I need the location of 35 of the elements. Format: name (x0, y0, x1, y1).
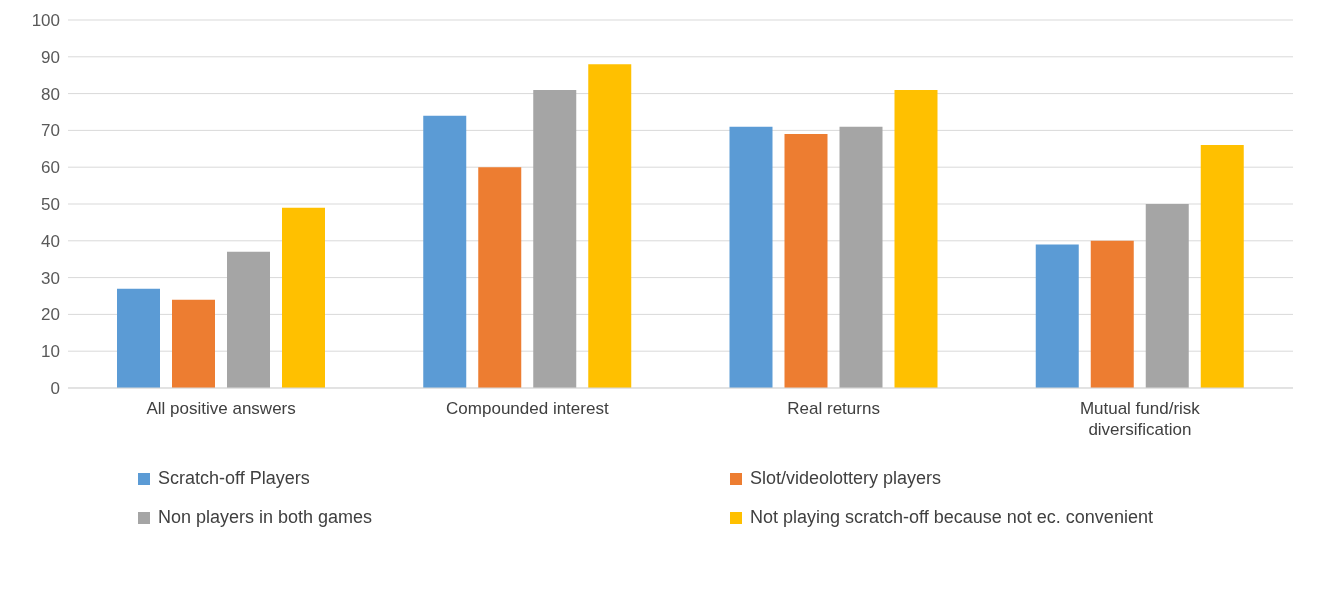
bar (533, 89, 577, 388)
y-tick-label: 40 (41, 231, 60, 251)
y-tick-label: 30 (41, 268, 60, 288)
bar (1035, 244, 1079, 388)
y-tick-label: 80 (41, 84, 60, 104)
x-tick-label: Mutual fund/risk diversification (1079, 399, 1201, 439)
y-tick-label: 70 (41, 121, 60, 141)
bar (282, 207, 325, 388)
bar (423, 115, 467, 388)
bar (1145, 204, 1189, 388)
y-tick-label: 20 (41, 305, 60, 325)
bar (172, 299, 215, 388)
bar (588, 64, 632, 388)
bar (729, 126, 773, 388)
bar (1200, 145, 1244, 388)
y-tick-label: 100 (31, 11, 60, 31)
legend-label: Not playing scratch-off because not ec. convenient (750, 507, 1153, 528)
x-tick-label: All positive answers (146, 399, 296, 418)
bar (478, 167, 522, 388)
y-tick-label: 10 (41, 342, 60, 362)
legend-label: Slot/videolottery players (750, 468, 942, 489)
bar (784, 134, 828, 388)
bar (117, 288, 160, 388)
bar (227, 251, 270, 388)
bar (1090, 240, 1134, 388)
x-tick-label: Real returns (787, 399, 880, 418)
bar (894, 89, 938, 388)
legend-label: Scratch-off Players (158, 468, 310, 489)
legend-label: Non players in both games (158, 507, 373, 528)
x-tick-label: Compounded interest (446, 399, 609, 418)
y-tick-label: 0 (50, 379, 60, 399)
bar (839, 126, 883, 388)
y-tick-label: 50 (41, 195, 60, 215)
y-tick-label: 60 (41, 158, 60, 178)
y-tick-label: 90 (41, 47, 60, 67)
